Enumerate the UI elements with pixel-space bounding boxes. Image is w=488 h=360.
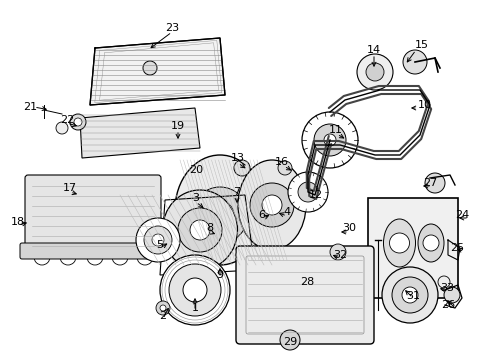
- Polygon shape: [80, 108, 200, 158]
- Circle shape: [297, 182, 317, 202]
- Circle shape: [313, 124, 346, 156]
- Circle shape: [422, 235, 438, 251]
- Circle shape: [70, 114, 86, 130]
- Text: 13: 13: [230, 153, 244, 163]
- Text: 5: 5: [156, 240, 163, 250]
- Text: 30: 30: [341, 223, 355, 233]
- Circle shape: [183, 278, 206, 302]
- Text: 18: 18: [11, 217, 25, 227]
- Circle shape: [365, 63, 383, 81]
- Text: 31: 31: [405, 291, 419, 301]
- Polygon shape: [90, 38, 224, 105]
- Text: 4: 4: [283, 207, 290, 217]
- Circle shape: [205, 201, 234, 229]
- Text: 32: 32: [332, 250, 346, 260]
- Circle shape: [60, 249, 76, 265]
- Circle shape: [278, 161, 291, 175]
- Circle shape: [356, 54, 392, 90]
- FancyBboxPatch shape: [20, 243, 163, 259]
- Text: 27: 27: [422, 178, 436, 188]
- Circle shape: [34, 249, 50, 265]
- Circle shape: [74, 118, 82, 126]
- FancyBboxPatch shape: [236, 246, 373, 344]
- Text: 21: 21: [23, 102, 37, 112]
- Text: 25: 25: [449, 243, 463, 253]
- FancyBboxPatch shape: [25, 175, 161, 256]
- Text: 16: 16: [274, 157, 288, 167]
- Ellipse shape: [383, 219, 415, 267]
- Ellipse shape: [238, 160, 305, 250]
- Text: 24: 24: [454, 210, 468, 220]
- Circle shape: [142, 61, 157, 75]
- Circle shape: [56, 122, 68, 134]
- Circle shape: [156, 301, 170, 315]
- Text: 9: 9: [216, 270, 223, 280]
- Circle shape: [329, 244, 346, 260]
- Text: 8: 8: [206, 223, 213, 233]
- Ellipse shape: [417, 224, 443, 262]
- Circle shape: [287, 172, 327, 212]
- Text: 17: 17: [63, 183, 77, 193]
- Circle shape: [169, 264, 221, 316]
- Text: 3: 3: [192, 193, 199, 203]
- Text: 23: 23: [164, 23, 179, 33]
- Circle shape: [137, 249, 153, 265]
- Circle shape: [324, 134, 335, 146]
- Circle shape: [401, 287, 417, 303]
- Text: 28: 28: [299, 277, 313, 287]
- Text: 11: 11: [328, 125, 342, 135]
- Circle shape: [389, 233, 408, 253]
- Text: 19: 19: [171, 121, 184, 131]
- Text: 6: 6: [258, 210, 265, 220]
- Circle shape: [152, 234, 163, 246]
- Text: 22: 22: [60, 115, 74, 125]
- Circle shape: [302, 112, 357, 168]
- Text: 29: 29: [282, 337, 297, 347]
- Circle shape: [402, 50, 426, 74]
- Text: 1: 1: [191, 303, 198, 313]
- Text: 14: 14: [366, 45, 380, 55]
- Text: 15: 15: [414, 40, 428, 50]
- Circle shape: [262, 195, 282, 215]
- Text: 12: 12: [308, 190, 323, 200]
- Circle shape: [192, 187, 247, 243]
- Circle shape: [178, 208, 222, 252]
- Ellipse shape: [175, 155, 264, 265]
- Text: 26: 26: [440, 300, 454, 310]
- Circle shape: [234, 160, 249, 176]
- Circle shape: [381, 267, 437, 323]
- Circle shape: [136, 218, 180, 262]
- Circle shape: [391, 277, 427, 313]
- Text: 7: 7: [233, 187, 240, 197]
- Circle shape: [87, 249, 103, 265]
- Text: 33: 33: [439, 283, 453, 293]
- Circle shape: [160, 255, 229, 325]
- Circle shape: [437, 276, 449, 288]
- Ellipse shape: [162, 190, 237, 270]
- Circle shape: [160, 305, 165, 311]
- Text: 20: 20: [188, 165, 203, 175]
- Circle shape: [443, 287, 459, 303]
- Circle shape: [190, 220, 209, 240]
- Bar: [367, 198, 457, 298]
- Circle shape: [143, 226, 172, 254]
- Text: 10: 10: [417, 100, 431, 110]
- Circle shape: [280, 330, 299, 350]
- Circle shape: [424, 173, 444, 193]
- Circle shape: [112, 249, 128, 265]
- Text: 2: 2: [159, 311, 166, 321]
- Circle shape: [249, 183, 293, 227]
